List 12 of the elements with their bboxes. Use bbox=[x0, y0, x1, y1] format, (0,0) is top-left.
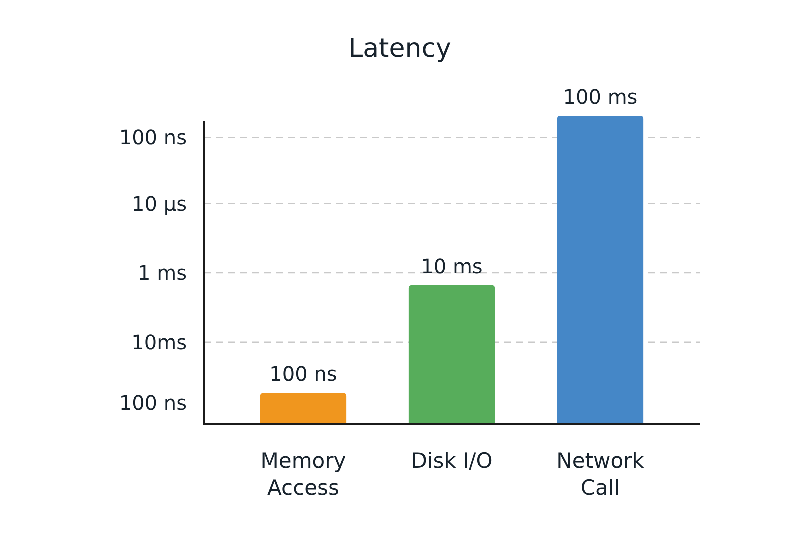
x-tick-label: Network Call bbox=[556, 449, 646, 500]
annotation: 10 ms bbox=[421, 254, 483, 278]
ref-line-label: 100 ns bbox=[119, 126, 187, 150]
x-tick-label: Memory Access bbox=[260, 449, 346, 500]
x-tick-label: Disk I/O bbox=[411, 449, 493, 473]
chart-title: Latency bbox=[348, 34, 452, 64]
ref-line-label: 10 µs bbox=[132, 192, 187, 216]
text: 100 ns bbox=[119, 391, 187, 415]
annotation: 100 ns bbox=[270, 362, 338, 386]
ref-line-label: 1 ms bbox=[138, 261, 187, 286]
annotation: 100 ms bbox=[563, 85, 638, 109]
ref-line-label: 10ms bbox=[132, 330, 187, 354]
